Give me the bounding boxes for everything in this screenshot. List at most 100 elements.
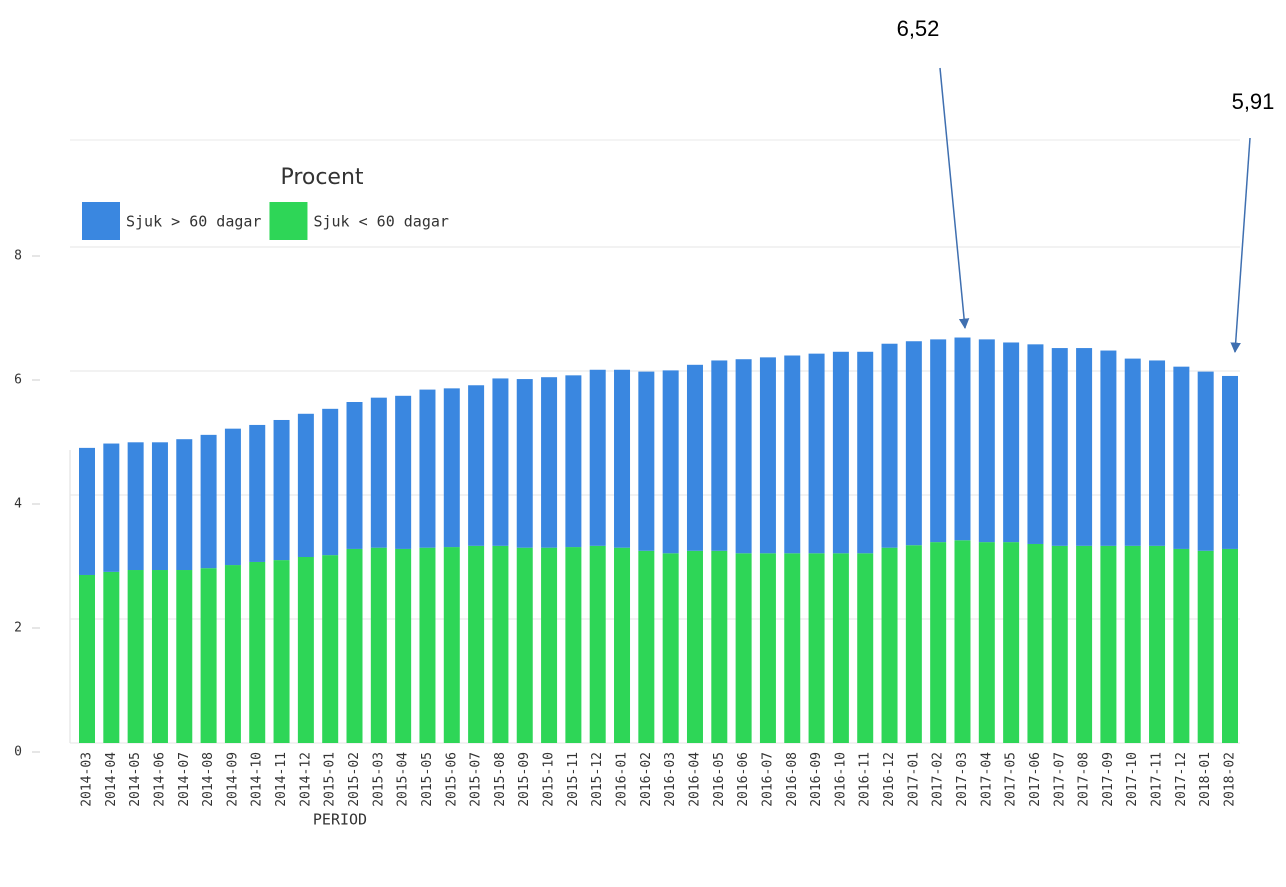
bar-segment [79, 447, 95, 575]
x-tick-label: 2015-10 [542, 752, 557, 807]
x-tick-label: 2015-07 [469, 752, 484, 807]
x-tick-label: 2016-03 [663, 752, 678, 807]
bar-segment [905, 545, 922, 743]
bar-segment [127, 570, 144, 743]
x-tick-label: 2014-11 [274, 752, 289, 807]
bar-segment [662, 553, 679, 743]
bar-segment [468, 545, 485, 743]
bar-segment [614, 547, 631, 743]
bar-segment [249, 561, 266, 743]
bar-segment [589, 545, 606, 743]
x-axis-label: PERIOD [313, 811, 367, 829]
x-tick-label: 2015-02 [347, 752, 362, 807]
bar-segment [711, 550, 728, 743]
bar-segment [103, 443, 120, 572]
bar-segment [905, 341, 922, 546]
bar-segment [832, 351, 849, 554]
x-tick-label: 2014-06 [152, 752, 167, 807]
x-tick-label: 2016-06 [736, 752, 751, 807]
bar-segment [297, 557, 314, 743]
x-tick-label: 2016-01 [615, 752, 630, 807]
x-tick-label: 2016-07 [760, 752, 775, 807]
bar-segment [881, 547, 898, 743]
y-tick-label: 2 [14, 621, 22, 636]
bar-segment [954, 540, 971, 743]
x-tick-label: 2017-03 [955, 752, 970, 807]
bar-segment [176, 439, 193, 571]
bar-segment [468, 385, 485, 546]
bar-segment [151, 570, 168, 743]
bar-segment [759, 553, 776, 743]
bar-segment [322, 555, 339, 743]
x-tick-label: 2015-12 [590, 752, 605, 807]
x-tick-label: 2018-01 [1198, 752, 1213, 807]
bar-segment [395, 548, 412, 743]
bar-segment [735, 553, 752, 743]
bar-segment [516, 547, 533, 743]
bar-segment [1003, 542, 1020, 743]
bar-segment [1149, 360, 1166, 546]
bar-segment [930, 542, 947, 743]
bar-segment [541, 547, 558, 743]
x-tick-label: 2014-03 [80, 752, 95, 807]
x-tick-label: 2015-03 [371, 752, 386, 807]
y-tick-label: 4 [14, 497, 22, 512]
bar-segment [1100, 350, 1117, 546]
bar-segment [492, 378, 509, 546]
bar-segment [808, 353, 825, 554]
x-tick-label: 2017-04 [979, 752, 994, 807]
bar-segment [784, 355, 801, 554]
x-tick-label: 2015-08 [493, 752, 508, 807]
bar-segment [686, 550, 703, 743]
bar-segment [1222, 375, 1238, 549]
x-tick-label: 2014-09 [225, 752, 240, 807]
bar-segment [346, 402, 363, 549]
x-tick-label: 2014-07 [177, 752, 192, 807]
x-tick-label: 2017-11 [1150, 752, 1165, 807]
bar-segment [638, 550, 655, 743]
bar-segment [930, 339, 947, 543]
x-tick-label: 2015-04 [396, 752, 411, 807]
x-tick-label: 2016-08 [785, 752, 800, 807]
bar-segment [322, 408, 339, 556]
bar-segment [589, 369, 606, 546]
x-tick-label: 2014-12 [298, 752, 313, 807]
bar-segment [443, 388, 460, 548]
legend-label: Sjuk > 60 dagar [126, 213, 261, 231]
bar-segment [200, 568, 217, 743]
bar-segment [1076, 545, 1093, 743]
annotation: 5,91 [1232, 89, 1275, 114]
bar-segment [978, 542, 995, 743]
bar-segment [370, 397, 387, 548]
x-tick-label: 2016-09 [809, 752, 824, 807]
x-tick-label: 2017-08 [1077, 752, 1092, 807]
bar-segment [1197, 371, 1214, 551]
legend-label: Sjuk < 60 dagar [313, 213, 448, 231]
bar-segment [419, 547, 436, 743]
bar-segment [395, 395, 412, 549]
bar-segment [224, 428, 241, 566]
bar-segment [565, 375, 582, 548]
bar-segment [711, 360, 728, 551]
bar-segment [273, 419, 290, 561]
x-tick-label: 2015-09 [517, 752, 532, 807]
y-tick-label: 0 [14, 745, 22, 760]
bar-segment [1149, 545, 1166, 743]
x-tick-label: 2017-05 [1004, 752, 1019, 807]
x-tick-label: 2016-02 [639, 752, 654, 807]
bar-segment [1100, 545, 1117, 743]
legend: Sjuk > 60 dagar Sjuk < 60 dagar [82, 202, 449, 240]
bar-segment [249, 424, 266, 562]
x-tick-label: 2017-07 [1052, 752, 1067, 807]
bar-segment [857, 553, 874, 743]
bar-segment [978, 339, 995, 543]
bar-segment [808, 553, 825, 743]
x-labels: 2014-03 2014-04 2014-05 2014-06 2014-07 2014-… [80, 752, 1238, 807]
bar-segment [1173, 366, 1190, 549]
bar-segment [1124, 545, 1141, 743]
bar-segment [638, 371, 655, 551]
bar-segment [686, 364, 703, 551]
bar-segment [784, 553, 801, 743]
bar-segment [759, 357, 776, 554]
bar-segment [346, 548, 363, 743]
